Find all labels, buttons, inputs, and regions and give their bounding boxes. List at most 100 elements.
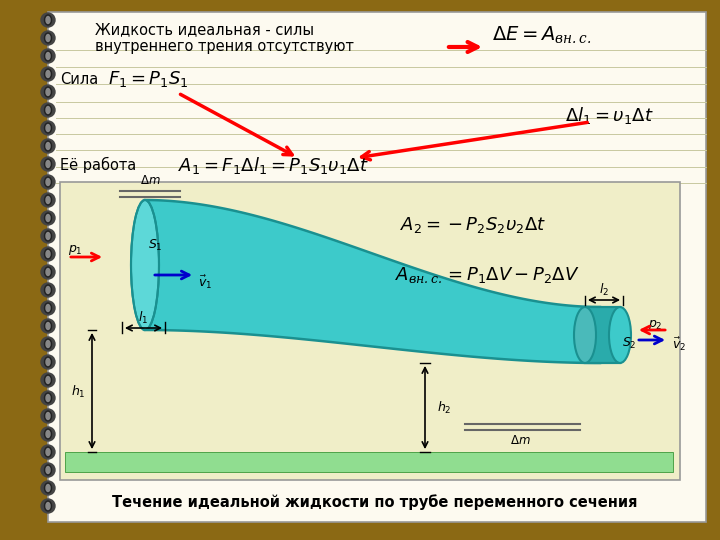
Ellipse shape — [45, 213, 52, 223]
Ellipse shape — [45, 33, 52, 43]
FancyBboxPatch shape — [48, 12, 706, 522]
Text: $S_2$: $S_2$ — [622, 335, 636, 350]
Ellipse shape — [45, 87, 52, 97]
Circle shape — [41, 391, 55, 405]
Ellipse shape — [46, 430, 50, 437]
Circle shape — [41, 427, 55, 441]
Circle shape — [41, 445, 55, 459]
Ellipse shape — [46, 35, 50, 42]
Ellipse shape — [46, 160, 50, 167]
Ellipse shape — [45, 447, 52, 457]
Text: Сила: Сила — [60, 71, 98, 86]
Circle shape — [41, 103, 55, 117]
Text: внутреннего трения отсутствуют: внутреннего трения отсутствуют — [95, 39, 354, 55]
Text: $\Delta E = A_{\mathregular{вн.с.}}$: $\Delta E = A_{\mathregular{вн.с.}}$ — [492, 24, 592, 46]
Circle shape — [41, 499, 55, 513]
Ellipse shape — [46, 359, 50, 366]
Text: $h_2$: $h_2$ — [437, 400, 451, 416]
Ellipse shape — [45, 15, 52, 25]
Ellipse shape — [574, 307, 596, 363]
Ellipse shape — [45, 501, 52, 511]
Text: $S_1$: $S_1$ — [148, 238, 162, 253]
Ellipse shape — [46, 17, 50, 24]
Bar — [60, 182, 680, 480]
Circle shape — [41, 247, 55, 261]
Text: $A_1 = F_1\Delta l_1 = P_1S_1\upsilon_1\Delta t$: $A_1 = F_1\Delta l_1 = P_1S_1\upsilon_1\… — [178, 154, 369, 176]
Ellipse shape — [46, 251, 50, 258]
Ellipse shape — [45, 285, 52, 295]
Ellipse shape — [46, 214, 50, 221]
Text: Жидкость идеальная - силы: Жидкость идеальная - силы — [95, 23, 314, 37]
Text: $h_1$: $h_1$ — [71, 384, 86, 400]
Ellipse shape — [46, 233, 50, 240]
Ellipse shape — [46, 305, 50, 312]
Ellipse shape — [46, 376, 50, 383]
Ellipse shape — [45, 195, 52, 205]
Ellipse shape — [45, 267, 52, 277]
Text: $p_1$: $p_1$ — [68, 243, 83, 257]
Ellipse shape — [45, 339, 52, 349]
Ellipse shape — [45, 429, 52, 439]
Ellipse shape — [45, 105, 52, 115]
Ellipse shape — [46, 413, 50, 420]
Ellipse shape — [46, 322, 50, 329]
Text: $\Delta m$: $\Delta m$ — [510, 434, 531, 447]
Ellipse shape — [45, 357, 52, 367]
Ellipse shape — [46, 143, 50, 150]
Text: $\vec{v}_2$: $\vec{v}_2$ — [672, 335, 686, 353]
Circle shape — [41, 373, 55, 387]
Circle shape — [41, 283, 55, 297]
Circle shape — [41, 85, 55, 99]
Ellipse shape — [45, 411, 52, 421]
Ellipse shape — [131, 200, 159, 330]
Circle shape — [41, 463, 55, 477]
Text: $p_2$: $p_2$ — [648, 318, 662, 332]
Text: $A_2 = -P_2S_2\upsilon_2\Delta t$: $A_2 = -P_2S_2\upsilon_2\Delta t$ — [400, 215, 546, 235]
Circle shape — [41, 121, 55, 135]
Ellipse shape — [46, 484, 50, 491]
Circle shape — [41, 13, 55, 27]
Circle shape — [41, 175, 55, 189]
Ellipse shape — [46, 287, 50, 294]
Ellipse shape — [46, 89, 50, 96]
Ellipse shape — [46, 197, 50, 204]
Text: Течение идеальной жидкости по трубе переменного сечения: Течение идеальной жидкости по трубе пере… — [112, 494, 638, 510]
Text: $l_2$: $l_2$ — [599, 282, 609, 298]
Ellipse shape — [45, 249, 52, 259]
Ellipse shape — [46, 52, 50, 59]
Circle shape — [41, 157, 55, 171]
Text: $\Delta l_1 = \upsilon_1\Delta t$: $\Delta l_1 = \upsilon_1\Delta t$ — [565, 105, 654, 125]
Text: Её работа: Её работа — [60, 157, 136, 173]
Ellipse shape — [46, 467, 50, 474]
Ellipse shape — [45, 375, 52, 385]
Ellipse shape — [45, 483, 52, 493]
Text: $A_{\mathregular{вн.с.}} = P_1\Delta V - P_2\Delta V$: $A_{\mathregular{вн.с.}} = P_1\Delta V -… — [395, 265, 580, 285]
Circle shape — [41, 265, 55, 279]
Circle shape — [41, 481, 55, 495]
Ellipse shape — [46, 106, 50, 113]
Ellipse shape — [45, 393, 52, 403]
Ellipse shape — [45, 51, 52, 61]
Circle shape — [41, 31, 55, 45]
Circle shape — [41, 193, 55, 207]
Circle shape — [41, 49, 55, 63]
Circle shape — [41, 409, 55, 423]
Circle shape — [41, 67, 55, 81]
Circle shape — [41, 139, 55, 153]
Ellipse shape — [45, 321, 52, 331]
Ellipse shape — [45, 69, 52, 79]
Polygon shape — [145, 200, 600, 363]
Text: $\vec{v}_1$: $\vec{v}_1$ — [198, 273, 212, 291]
Ellipse shape — [45, 123, 52, 133]
Ellipse shape — [46, 179, 50, 186]
Bar — [65, 452, 673, 472]
Circle shape — [41, 319, 55, 333]
Ellipse shape — [45, 141, 52, 151]
Circle shape — [41, 229, 55, 243]
Ellipse shape — [46, 395, 50, 402]
Circle shape — [41, 301, 55, 315]
Circle shape — [41, 211, 55, 225]
Text: $l_1$: $l_1$ — [138, 310, 148, 326]
Text: $\Delta m$: $\Delta m$ — [140, 173, 161, 186]
Ellipse shape — [46, 125, 50, 132]
